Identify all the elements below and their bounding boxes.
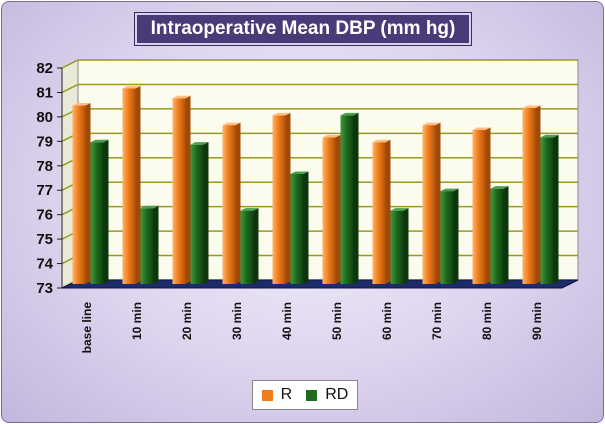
y-tick-label: 78 (36, 158, 53, 175)
chart-title: Intraoperative Mean DBP (mm hg) (150, 18, 456, 39)
bar-rd-side (403, 208, 409, 284)
bar-r-top (372, 139, 391, 143)
y-tick-label: 73 (36, 280, 53, 297)
bar-r-side (535, 105, 541, 284)
y-tick-label: 82 (36, 60, 53, 77)
bar-r-top (172, 95, 191, 99)
bar-r-top (422, 122, 441, 126)
legend-swatch-rd (306, 389, 318, 401)
legend-swatch-r (261, 389, 273, 401)
legend-label-rd: RD (325, 386, 349, 403)
bar-rd (90, 142, 104, 284)
bar-r (222, 125, 236, 284)
bar-r-top (72, 103, 91, 106)
x-tick-label: 30 min (230, 302, 244, 340)
bar-r-side (285, 112, 291, 284)
y-tick-label: 74 (36, 256, 53, 273)
bar-rd (290, 174, 304, 284)
bar-rd-top (140, 205, 159, 209)
bar-rd-side (353, 112, 359, 284)
bar-rd-top (540, 134, 559, 138)
bar-rd-side (153, 205, 159, 284)
bar-r-top (272, 112, 291, 116)
bar-rd-side (103, 139, 109, 284)
bar-r-top (322, 134, 341, 138)
bar-r-side (385, 139, 391, 284)
bar-r-top (522, 105, 541, 108)
legend-label-r: R (280, 386, 293, 403)
bar-r-side (235, 122, 241, 284)
bar-rd (340, 115, 354, 284)
bar-r-top (122, 85, 141, 89)
bar-rd-top (390, 208, 409, 211)
bar-rd-top (190, 142, 209, 145)
x-tick-label: 20 min (180, 302, 194, 340)
bar-rd-top (440, 188, 459, 192)
y-tick-label: 76 (36, 207, 53, 224)
bar-r-side (135, 85, 141, 284)
gridline-side (61, 59, 79, 69)
y-tick-label: 81 (36, 84, 53, 101)
bar-r (422, 125, 436, 284)
bar-rd-side (553, 134, 559, 284)
bar-rd (240, 210, 254, 284)
bar-rd (390, 210, 404, 284)
bar-rd-top (340, 112, 359, 116)
legend-item-rd: RD (306, 386, 348, 404)
bar-rd-top (90, 139, 109, 143)
bar-rd (190, 144, 204, 284)
bar-rd-side (303, 171, 309, 284)
bar-r-side (85, 103, 91, 284)
chart-title-box: Intraoperative Mean DBP (mm hg) (134, 12, 472, 46)
bar-r-top (222, 122, 241, 126)
bar-r (522, 108, 536, 284)
bar-rd-top (490, 186, 509, 189)
legend: R RD (252, 380, 358, 410)
x-tick-label: 70 min (430, 302, 444, 340)
y-tick-label: 79 (36, 133, 53, 150)
x-tick-label: 80 min (480, 302, 494, 340)
bar-r (172, 98, 186, 284)
gridline-side (61, 83, 79, 94)
bar-r (272, 115, 286, 284)
bar-r (372, 142, 386, 284)
bar-rd-side (203, 142, 209, 284)
bar-rd-top (240, 208, 259, 211)
x-tick-label: 10 min (130, 302, 144, 340)
y-tick-label: 75 (36, 231, 53, 248)
bar-rd (140, 208, 154, 284)
bar-rd-side (453, 188, 459, 284)
bar-rd-top (290, 171, 309, 174)
bar-rd (540, 137, 554, 284)
bar-r (72, 105, 86, 284)
legend-item-r: R (261, 386, 293, 404)
bar-r-side (485, 127, 491, 284)
x-tick-label: 50 min (330, 302, 344, 340)
bar-r-side (185, 95, 191, 284)
bar-rd (440, 191, 454, 284)
bar-r (322, 137, 336, 284)
bar-r-side (435, 122, 441, 284)
y-tick-label: 80 (36, 109, 53, 126)
y-tick-label: 77 (36, 182, 53, 199)
bar-r (122, 88, 136, 284)
bar-rd-side (503, 186, 509, 284)
bar-r (472, 130, 486, 284)
x-tick-label: 60 min (380, 302, 394, 340)
x-tick-label: 90 min (530, 302, 544, 340)
bar-rd-side (253, 208, 259, 284)
x-tick-label: 40 min (280, 302, 294, 340)
bar-r-top (472, 127, 491, 130)
x-tick-label: base line (80, 302, 94, 354)
bar-rd (490, 188, 504, 284)
bar-r-side (335, 134, 341, 284)
